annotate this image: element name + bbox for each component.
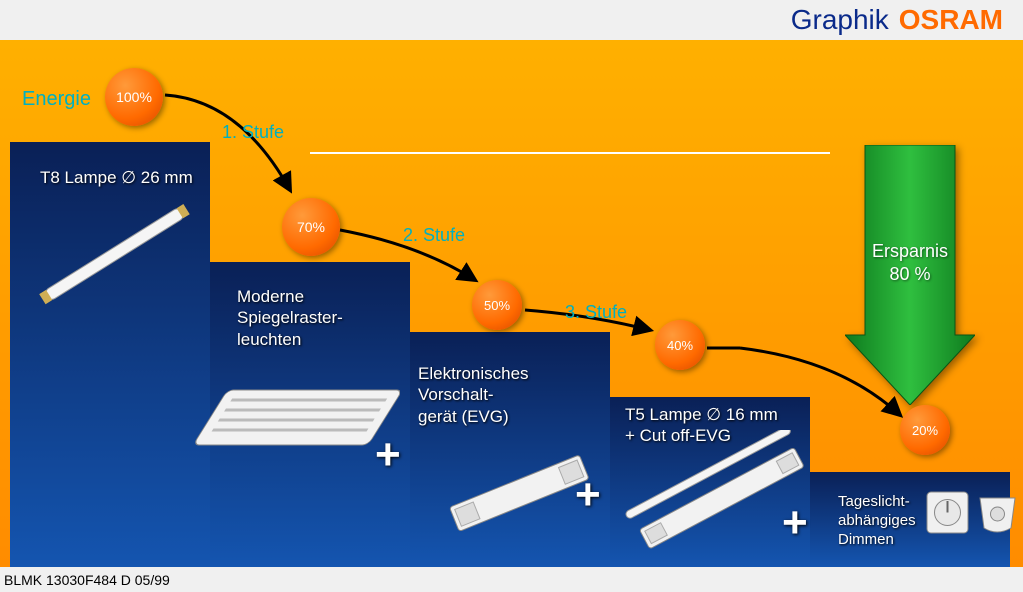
header-graphik: Graphik (791, 4, 889, 36)
t5-lamp-icon (620, 430, 815, 550)
step3-text: Elektronisches Vorschalt- gerät (EVG) (418, 363, 529, 427)
energie-label: Energie (22, 88, 91, 111)
light-sensor-icon (975, 490, 1020, 535)
ersparnis-line2: 80 % (889, 264, 930, 284)
circle-100: 100% (105, 68, 163, 126)
step1-text: T8 Lampe ∅ 26 mm (40, 167, 193, 188)
circle-20: 20% (900, 405, 950, 455)
evg-ballast-icon (440, 450, 600, 540)
circle-50: 50% (472, 280, 522, 330)
footer-code: BLMK 13030F484 D 05/99 (0, 567, 1023, 592)
circle-40: 40% (655, 320, 705, 370)
t8-lamp-icon (30, 200, 200, 310)
header-brand: OSRAM (899, 4, 1003, 36)
savings-arrow: Ersparnis 80 % (845, 145, 975, 405)
baseline-line (310, 152, 830, 154)
stufe-1: 1. Stufe (222, 122, 284, 143)
circle-70: 70% (282, 198, 340, 256)
step5-text: Tageslicht- abhängiges Dimmen (838, 493, 916, 549)
louvre-fixture-icon (185, 370, 400, 470)
ersparnis-line1: Ersparnis (872, 241, 948, 261)
header: Graphik OSRAM (0, 0, 1023, 40)
stufe-2: 2. Stufe (403, 225, 465, 246)
step2-text: Moderne Spiegelraster- leuchten (237, 286, 343, 350)
stufe-3: 3. Stufe (565, 302, 627, 323)
dimmer-knob-icon (925, 490, 970, 535)
